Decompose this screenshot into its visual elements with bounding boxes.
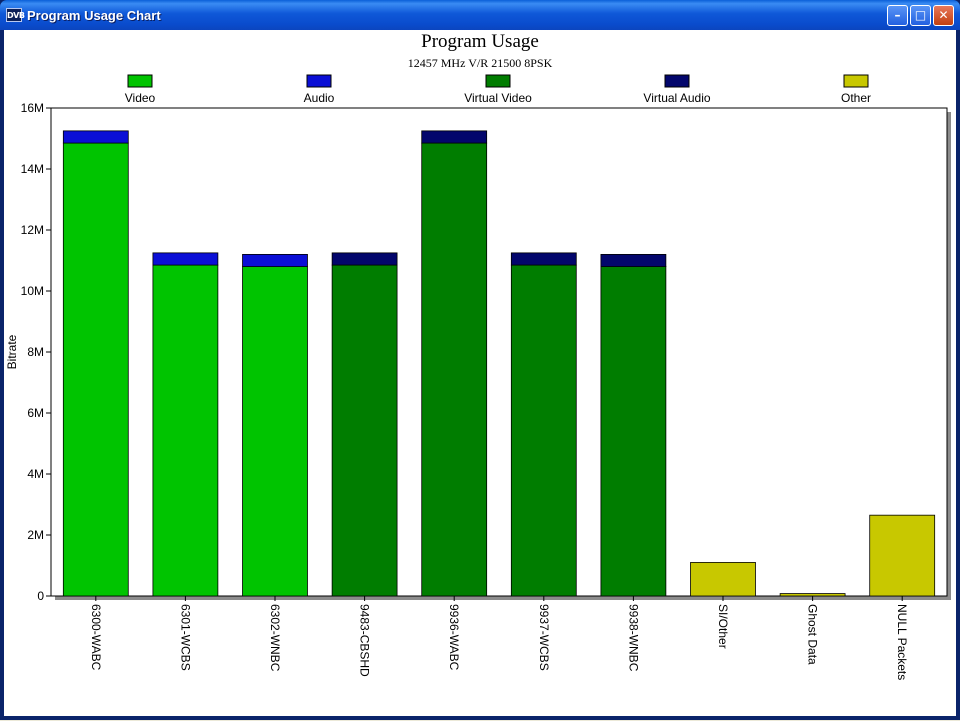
legend-label-audio: Audio	[304, 91, 335, 105]
dvb-app-icon: DVB	[6, 8, 25, 22]
y-tick-label: 8M	[27, 345, 44, 359]
x-tick-label: 6300-WABC	[89, 604, 103, 671]
x-tick-label: 9936-WABC	[447, 604, 461, 671]
bar-virtual-video-9937-wcbs	[510, 264, 577, 597]
y-tick-label: 14M	[21, 162, 44, 176]
maximize-button[interactable]: □	[910, 5, 931, 26]
bar-virtual-audio-9937-wcbs	[510, 252, 577, 266]
minimize-icon: –	[894, 8, 901, 22]
title-bar[interactable]: DVB Program Usage Chart – □ ✕	[0, 0, 960, 30]
legend-swatch-virtual-video	[485, 74, 511, 88]
x-tick-label: SI/Other	[716, 604, 730, 649]
bar-virtual-audio-9483-cbshd	[331, 252, 398, 266]
bar-video-6302-wnbc	[242, 266, 308, 597]
bar-other-null-packets	[869, 514, 936, 597]
bar-video-6301-wcbs	[152, 264, 219, 597]
y-tick-label: 16M	[21, 101, 44, 115]
bar-virtual-video-9936-wabc	[421, 142, 488, 597]
legend-label-video: Video	[125, 91, 156, 105]
bar-other-ghost-data	[779, 593, 846, 597]
legend-swatch-other	[843, 74, 869, 88]
plot-area: 0 2M 4M 6M 8M 10M 12M 14M 16M Bitrate 6300-WABC 630…	[5, 101, 951, 680]
minimize-button[interactable]: –	[887, 5, 908, 26]
legend-label-virtual-video: Virtual Video	[464, 91, 532, 105]
legend-label-virtual-audio: Virtual Audio	[643, 91, 710, 105]
y-axis-label: Bitrate	[5, 334, 19, 369]
bar-audio-6300-wabc	[62, 130, 129, 144]
bar-video-6300-wabc	[62, 142, 129, 597]
program-usage-chart: Program Usage 12457 MHz V/R 21500 8PSK V…	[5, 31, 951, 680]
close-icon: ✕	[938, 8, 949, 22]
bar-virtual-video-9938-wnbc	[600, 266, 667, 597]
y-tick-label: 6M	[27, 406, 44, 420]
x-tick-label: 9483-CBSHD	[358, 604, 372, 677]
bar-audio-6302-wnbc	[242, 253, 308, 267]
y-tick-label: 0	[37, 589, 44, 603]
chart-subtitle: 12457 MHz V/R 21500 8PSK	[408, 56, 553, 70]
x-tick-label: 9937-WCBS	[537, 604, 551, 671]
bar-virtual-video-9483-cbshd	[331, 264, 398, 597]
bar-audio-6301-wcbs	[152, 252, 219, 266]
legend-swatch-virtual-audio	[664, 74, 690, 88]
x-tick-label: 6301-WCBS	[178, 604, 192, 671]
x-tick-label: 9938-WNBC	[626, 604, 640, 672]
bar-virtual-audio-9938-wnbc	[600, 253, 667, 267]
bar-virtual-audio-9936-wabc	[421, 130, 488, 144]
x-tick-label: NULL Packets	[895, 604, 909, 680]
chart-title: Program Usage	[421, 31, 539, 52]
y-tick-label: 12M	[21, 223, 44, 237]
window-bottom-border	[0, 716, 960, 720]
x-tick-label: Ghost Data	[806, 604, 820, 665]
close-button[interactable]: ✕	[933, 5, 954, 26]
window-title: Program Usage Chart	[27, 8, 161, 23]
y-tick-label: 2M	[27, 528, 44, 542]
x-tick-label: 6302-WNBC	[268, 604, 282, 672]
legend-label-other: Other	[841, 91, 871, 105]
legend-swatch-video	[127, 74, 153, 88]
legend-swatch-audio	[306, 74, 332, 88]
y-tick-label: 10M	[21, 284, 44, 298]
y-tick-label: 4M	[27, 467, 44, 481]
chart-legend: Video Audio Virtual Video Virtual Audio Othe…	[125, 74, 871, 105]
chart-area: Program Usage 12457 MHz V/R 21500 8PSK V…	[4, 30, 956, 716]
maximize-icon: □	[914, 8, 927, 22]
bar-other-si-other	[690, 562, 756, 597]
